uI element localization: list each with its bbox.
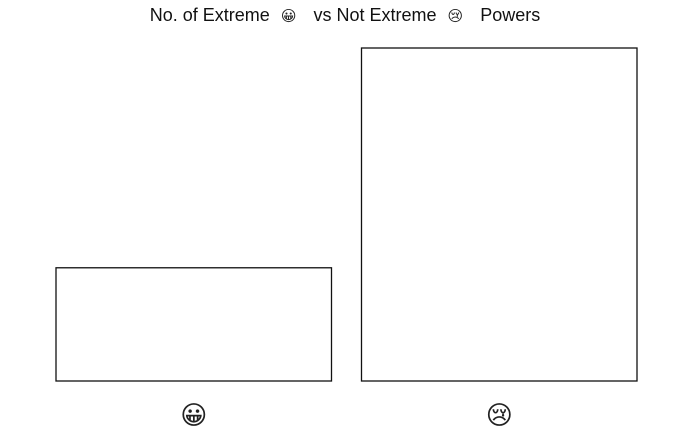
title-emoji-grinning-icon: 😀 bbox=[281, 7, 297, 25]
bar-grinning-face bbox=[56, 268, 332, 381]
x-tick-grinning-face-icon: 😀 bbox=[180, 401, 207, 431]
x-tick-labels: 😀 😢 bbox=[180, 401, 513, 431]
bar-crying-face bbox=[362, 48, 638, 381]
title-part-middle: vs Not Extreme bbox=[313, 5, 436, 25]
x-tick-crying-face-icon: 😢 bbox=[486, 401, 513, 431]
title-part-before: No. of Extreme bbox=[150, 5, 270, 25]
title-emoji-crying-icon: 😢 bbox=[448, 7, 464, 25]
title-part-after: Powers bbox=[480, 5, 540, 25]
bars-group bbox=[56, 48, 637, 381]
chart-title: No. of Extreme 😀 vs Not Extreme 😢 Powers bbox=[150, 5, 540, 25]
